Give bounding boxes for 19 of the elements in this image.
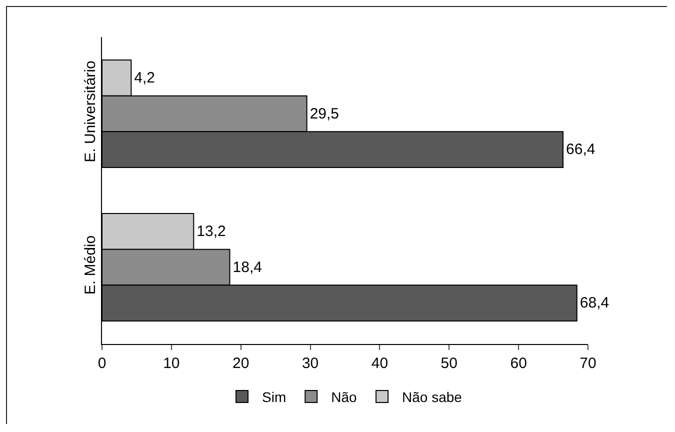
- x-tick-label: 60: [510, 355, 527, 372]
- legend-label: Sim: [262, 388, 286, 405]
- x-tick-label: 0: [98, 355, 106, 372]
- x-tick-label: 40: [371, 355, 388, 372]
- data-label: 66,4: [566, 141, 596, 158]
- y-tick-label: E. Médio: [82, 235, 99, 295]
- data-label: 18,4: [232, 258, 262, 276]
- legend-label: Não: [331, 388, 358, 405]
- y-tick-label: E. Universitário: [82, 60, 99, 162]
- data-label: 4,2: [134, 69, 156, 86]
- data-label: 13,2: [196, 222, 226, 240]
- x-tick-label: 30: [302, 355, 319, 372]
- legend-label: Não sabe: [402, 388, 462, 405]
- x-tick-label: 70: [580, 355, 596, 372]
- x-tick-label: 50: [440, 355, 458, 372]
- data-label: 68,4: [580, 294, 610, 312]
- x-tick-label: 10: [163, 355, 180, 372]
- x-tick-label: 20: [232, 355, 250, 372]
- data-label: 29,5: [310, 105, 340, 122]
